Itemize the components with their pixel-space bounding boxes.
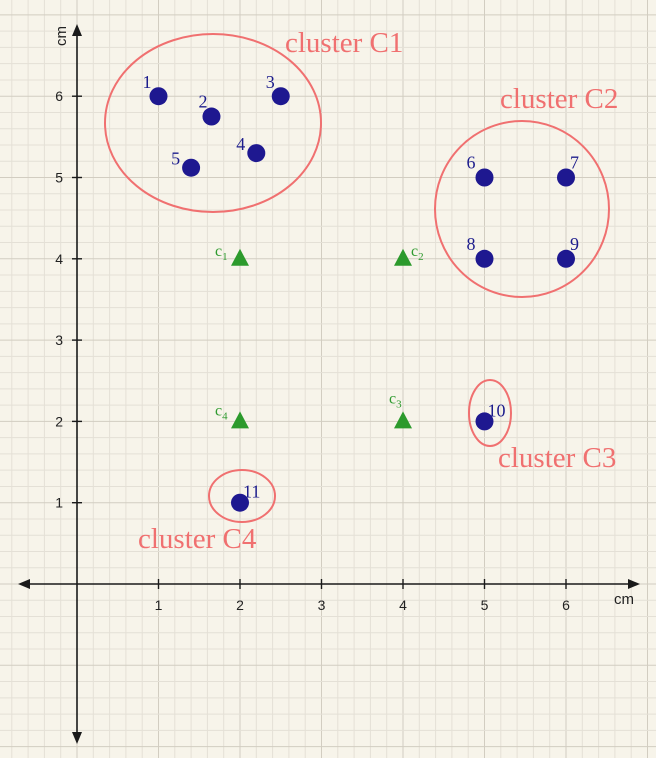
y-tick-label: 5: [55, 170, 63, 186]
y-tick-label: 3: [55, 332, 63, 348]
data-point-label: 3: [266, 72, 275, 92]
data-point-label: 5: [171, 149, 180, 169]
data-point: [557, 249, 575, 268]
data-point-label: 7: [570, 153, 579, 173]
y-tick-label: 1: [55, 495, 63, 511]
centroid-marker: [231, 411, 249, 429]
cluster-label: cluster C4: [138, 523, 257, 555]
cluster-outline-4: [208, 469, 276, 523]
cluster-labels: cluster C1 cluster C2 cluster C3 cluster C4: [138, 27, 618, 555]
data-point: [247, 144, 266, 163]
y-axis-arrow-up-icon: [72, 24, 82, 36]
centroid-marker: [231, 248, 249, 266]
x-tick-label: 1: [155, 597, 163, 613]
y-tick-label: 6: [55, 88, 63, 104]
data-point: [475, 168, 494, 187]
cluster-label: cluster C3: [498, 442, 616, 474]
data-point: [475, 412, 494, 431]
data-point: [149, 87, 168, 106]
data-point: [475, 249, 494, 268]
cluster-outline-3: [468, 379, 512, 447]
centroid-label: c2: [411, 243, 424, 263]
centroid-label: c1: [215, 243, 228, 263]
x-axis-arrow-right-icon: [628, 579, 640, 589]
centroid-subscript: 1: [222, 251, 228, 263]
axes: cm cm: [18, 24, 640, 744]
centroid-marker: [394, 248, 412, 266]
data-point-label: 6: [467, 153, 476, 173]
data-point: [557, 168, 575, 187]
x-tick-label: 3: [318, 597, 326, 613]
x-tick-label: 4: [399, 597, 407, 613]
data-point: [182, 158, 201, 177]
data-point-label: 2: [198, 92, 207, 112]
x-tick-label: 2: [236, 597, 244, 613]
y-tick-label: 4: [55, 251, 63, 267]
data-point-label: 1: [143, 72, 152, 92]
data-point-label: 9: [570, 234, 579, 254]
cluster-outline-1: [104, 33, 322, 213]
x-axis-unit-label: cm: [614, 591, 634, 608]
cluster-label: cluster C1: [285, 27, 403, 59]
data-point: [202, 107, 221, 126]
data-point: [231, 493, 249, 512]
x-tick-label: 5: [481, 597, 489, 613]
centroid-subscript: 3: [396, 398, 402, 410]
cluster-outline-2: [434, 120, 610, 298]
x-tick-label: 6: [562, 597, 570, 613]
data-point-label: 8: [467, 234, 476, 254]
y-axis-arrow-down-icon: [72, 732, 82, 744]
y-tick-label: 2: [55, 413, 63, 429]
centroid-marker: [394, 411, 412, 429]
cluster-label: cluster C2: [500, 83, 618, 115]
data-point-label: 4: [236, 134, 245, 154]
data-point: [271, 87, 290, 106]
centroid-subscript: 2: [418, 251, 424, 263]
data-point-label: 10: [488, 400, 506, 420]
data-points: 1 2 3 4 5 6 7 8 9 10 11: [143, 72, 579, 512]
centroid-label: c3: [389, 390, 402, 410]
cluster-outlines: [104, 33, 610, 523]
y-axis-unit-label: cm: [53, 26, 70, 46]
data-point-label: 11: [243, 482, 260, 502]
tick-marks: 1 2 3 4 5 6 1 2 3 4 5 6: [55, 88, 570, 613]
x-axis-arrow-left-icon: [18, 579, 30, 589]
centroid-subscript: 4: [222, 410, 228, 422]
